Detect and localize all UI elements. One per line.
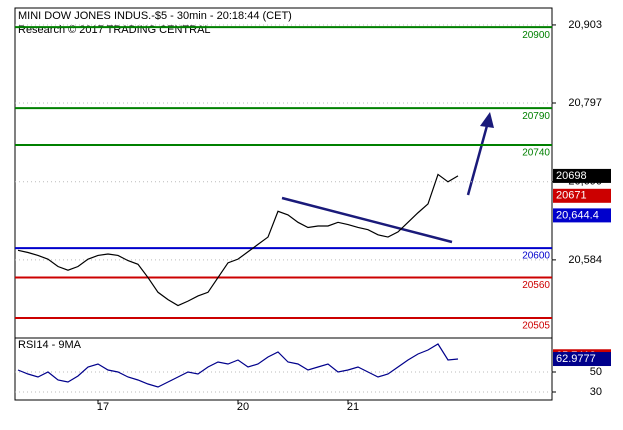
last-value-box	[553, 188, 611, 203]
level-label: 20790	[522, 111, 550, 122]
x-tick-label: 21	[347, 401, 359, 413]
last-value-label: 20698	[556, 170, 587, 182]
arrow-head	[480, 112, 494, 128]
y-tick-label: 20,903	[568, 19, 602, 31]
last-value-label: 20671	[556, 190, 587, 202]
price-line	[17, 173, 459, 307]
y-tick-label: 50	[590, 366, 602, 378]
y-tick-label: 20,584	[568, 254, 602, 266]
y-tick-label: 20,797	[568, 97, 602, 109]
y-tick-label: 30	[590, 386, 602, 398]
last-value-label: 62.9777	[556, 353, 596, 365]
trend-line	[281, 196, 453, 244]
level-label: 20600	[522, 251, 550, 262]
last-value-box	[553, 208, 611, 223]
rsi-title: RSI14 - 9MA	[18, 339, 82, 351]
level-label: 20505	[522, 321, 550, 332]
plot-frame	[14, 7, 553, 401]
level-label: 20900	[522, 30, 550, 41]
forecast-arrow	[466, 121, 490, 196]
level-label: 20740	[522, 148, 550, 159]
last-value-label: 20,644.4	[556, 209, 599, 221]
last-value-box	[553, 352, 611, 367]
x-tick-label: 20	[237, 401, 249, 413]
chart-subtitle: Research © 2017 TRADING CENTRAL	[18, 24, 211, 36]
x-tick-label: 17	[97, 401, 109, 413]
price-line	[17, 343, 459, 388]
level-label: 20560	[522, 280, 550, 291]
last-value-box	[553, 168, 611, 183]
chart-title: MINI DOW JONES INDUS.-$5 - 30min - 20:18…	[18, 10, 292, 22]
